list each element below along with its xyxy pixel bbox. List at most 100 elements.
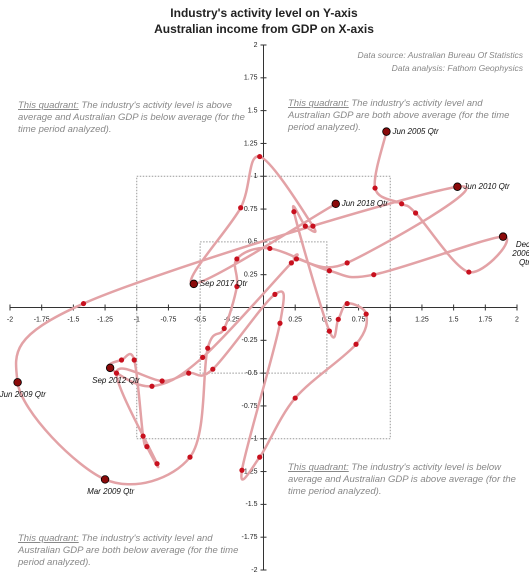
point bbox=[371, 272, 377, 278]
y-tick-label: -1.75 bbox=[242, 534, 258, 541]
point-label: Jun 2005 Qtr bbox=[392, 126, 439, 136]
highlight-point bbox=[105, 363, 115, 373]
point-label: Jun 2009 Qtr bbox=[0, 390, 46, 400]
point bbox=[335, 316, 341, 322]
note-text: The industry's activity level and Austra… bbox=[288, 98, 510, 133]
y-tick-label: 1 bbox=[254, 173, 258, 180]
x-tick-label: 1.5 bbox=[449, 316, 459, 323]
x-tick-label: -1 bbox=[134, 316, 140, 323]
highlight-point bbox=[331, 199, 340, 209]
point bbox=[118, 357, 125, 363]
point bbox=[239, 467, 245, 473]
quadrant-note: This quadrant: The industry's activity l… bbox=[18, 100, 263, 136]
point bbox=[267, 245, 273, 252]
y-tick-label: -0.25 bbox=[242, 337, 258, 344]
point-label: Dec 2006 Qtr bbox=[512, 239, 529, 267]
highlight-point bbox=[453, 182, 462, 191]
point bbox=[466, 269, 472, 275]
highlight-point bbox=[189, 279, 198, 289]
point-label: Sep 2017 Qtr bbox=[199, 278, 248, 288]
point bbox=[413, 210, 419, 216]
x-tick-label: 2 bbox=[515, 316, 519, 323]
quadrant-note: This quadrant: The industry's activity l… bbox=[288, 462, 518, 498]
point bbox=[302, 223, 308, 229]
x-tick-label: -2 bbox=[7, 316, 13, 323]
point bbox=[363, 311, 369, 317]
x-tick-label: 1.75 bbox=[479, 316, 493, 323]
x-tick-label: 0.5 bbox=[322, 316, 332, 323]
x-tick-label: -0.25 bbox=[224, 316, 240, 323]
point bbox=[234, 283, 240, 290]
point bbox=[200, 354, 206, 360]
source: Data analysis: Fathom Geophysics bbox=[391, 63, 523, 73]
y-tick-label: 1.25 bbox=[244, 140, 258, 147]
point bbox=[291, 209, 297, 215]
y-tick-label: -1 bbox=[251, 436, 257, 443]
highlight-point bbox=[100, 475, 110, 484]
quadrant-note: This quadrant: The industry's activity l… bbox=[288, 98, 518, 134]
point bbox=[159, 378, 165, 384]
x-tick-label: -1.75 bbox=[34, 316, 50, 323]
source: Data source: Australian Bureau Of Statis… bbox=[357, 50, 523, 60]
y-tick-label: 1.75 bbox=[244, 75, 258, 82]
point bbox=[344, 300, 350, 307]
y-tick-label: -0.75 bbox=[242, 403, 258, 410]
point bbox=[238, 205, 244, 211]
point bbox=[80, 300, 87, 307]
y-tick-label: 0.5 bbox=[248, 239, 258, 246]
y-tick-label: -1.5 bbox=[245, 501, 257, 508]
chart-title: Australian income from GDP on X-axis bbox=[154, 22, 374, 36]
point bbox=[221, 325, 227, 332]
y-tick-label: -2 bbox=[251, 567, 257, 574]
point bbox=[186, 370, 192, 376]
x-tick-label: -0.5 bbox=[194, 316, 206, 323]
point bbox=[293, 256, 300, 262]
y-tick-label: 0.75 bbox=[244, 206, 258, 213]
point bbox=[272, 291, 278, 297]
point bbox=[310, 223, 316, 229]
point bbox=[326, 328, 333, 334]
point bbox=[144, 444, 150, 450]
point bbox=[277, 320, 283, 326]
highlight-point bbox=[498, 232, 508, 241]
note-text: The industry's activity level and Austra… bbox=[18, 533, 239, 568]
point bbox=[131, 357, 137, 363]
point-label: Mar 2009 Qtr bbox=[87, 487, 135, 497]
highlight-point bbox=[382, 127, 391, 136]
point bbox=[399, 201, 405, 207]
highlight-point bbox=[13, 378, 22, 387]
point bbox=[372, 185, 378, 191]
point-label: Sep 2012 Qtr bbox=[92, 375, 140, 385]
x-tick-label: 0.25 bbox=[288, 316, 302, 323]
note-label: This quadrant: bbox=[18, 533, 79, 544]
x-tick-label: 1.25 bbox=[415, 316, 429, 323]
point bbox=[113, 370, 120, 376]
point bbox=[149, 383, 155, 389]
x-tick-label: -1.5 bbox=[67, 316, 79, 323]
point bbox=[187, 454, 193, 460]
x-tick-label: -0.75 bbox=[160, 316, 176, 323]
point bbox=[292, 395, 298, 401]
note-text: The industry's activity level is below a… bbox=[288, 462, 516, 497]
y-tick-label: 2 bbox=[254, 42, 258, 49]
point bbox=[154, 461, 160, 467]
point bbox=[257, 153, 263, 160]
point-label: Jun 2010 Qtr bbox=[463, 181, 510, 191]
point bbox=[210, 366, 216, 372]
point bbox=[326, 268, 333, 274]
point bbox=[205, 345, 211, 351]
point bbox=[353, 341, 359, 347]
note-label: This quadrant: bbox=[288, 98, 349, 109]
y-tick-label: 1.5 bbox=[248, 107, 258, 114]
point bbox=[234, 256, 240, 262]
point bbox=[140, 433, 146, 439]
point-label: Jun 2018 Qtr bbox=[341, 198, 388, 208]
y-tick-label: -0.5 bbox=[245, 370, 257, 377]
note-text: The industry's activity level is above a… bbox=[18, 100, 245, 135]
x-tick-label: -1.25 bbox=[97, 316, 113, 323]
point bbox=[344, 260, 350, 266]
quadrant-note: This quadrant: The industry's activity l… bbox=[18, 533, 253, 569]
y-tick-label: 0.25 bbox=[244, 272, 258, 279]
chart-title: Industry's activity level on Y-axis bbox=[170, 6, 358, 20]
